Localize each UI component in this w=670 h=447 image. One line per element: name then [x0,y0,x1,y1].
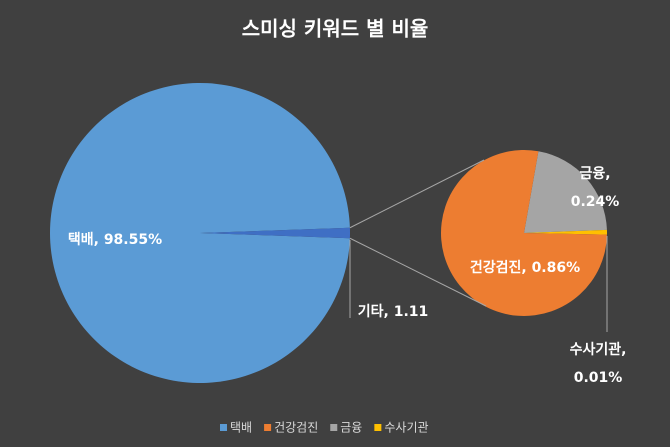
legend-label: 택배 [230,421,252,435]
connector [349,237,487,307]
legend-swatch [330,424,338,431]
pie-slice [49,82,350,383]
chart-title: 스미싱 키워드 별 비율 [242,17,429,41]
connector [349,159,485,229]
data-label: 건강검진, 0.86% [469,260,581,276]
legend-label: 금융 [340,421,362,435]
legend-swatch [374,424,382,431]
data-label: 기타, 1.11 [357,304,429,320]
data-label: 금융, 0.24% [570,166,620,210]
pie-slice [524,229,608,235]
legend-swatch [264,424,272,431]
legend-label: 수사기관 [384,421,428,435]
legend-swatch [220,424,227,431]
pie-slice [524,151,607,233]
legend-label: 건강검진 [274,421,318,435]
pie-slice [441,149,607,316]
pie-slice-other [200,227,350,239]
data-label: 수사기관, 0.01% [569,342,627,386]
data-label: 택배, 98.55% [67,232,163,248]
